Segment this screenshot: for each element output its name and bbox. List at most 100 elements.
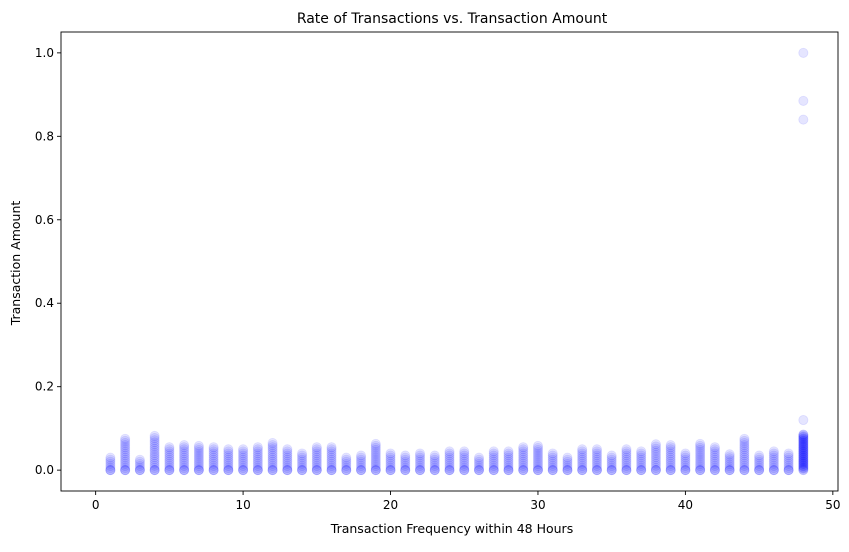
data-point <box>370 465 381 476</box>
data-point <box>518 450 529 461</box>
data-point <box>370 465 381 476</box>
data-point <box>709 463 720 474</box>
data-point <box>238 446 249 457</box>
data-point <box>709 465 720 476</box>
data-point <box>606 460 617 471</box>
data-point <box>783 458 794 469</box>
data-point <box>149 437 160 448</box>
data-point <box>444 448 455 459</box>
data-point <box>503 450 514 461</box>
data-point <box>695 452 706 463</box>
data-point <box>208 458 219 469</box>
data-point <box>179 456 190 467</box>
data-point <box>120 450 131 461</box>
data-point <box>179 465 190 476</box>
data-point <box>223 458 234 469</box>
data-point <box>429 463 440 474</box>
data-point <box>518 465 529 476</box>
data-point <box>297 452 308 463</box>
data-point <box>621 452 632 463</box>
data-point <box>754 460 765 471</box>
data-point <box>208 444 219 455</box>
data-point <box>650 443 661 454</box>
data-point <box>400 450 411 461</box>
data-point <box>267 452 278 463</box>
data-point <box>208 450 219 461</box>
data-point <box>385 454 396 465</box>
data-point <box>105 454 116 465</box>
data-point <box>739 435 750 446</box>
data-point <box>665 448 676 459</box>
data-point <box>105 456 116 467</box>
data-point <box>267 454 278 465</box>
data-point <box>179 458 190 469</box>
data-point <box>754 465 765 476</box>
data-point <box>164 456 175 467</box>
data-point <box>547 456 558 467</box>
data-point <box>149 454 160 465</box>
data-point <box>665 463 676 474</box>
data-point <box>120 465 131 476</box>
data-point <box>164 446 175 457</box>
data-point <box>606 465 617 476</box>
data-point <box>739 433 750 444</box>
data-point <box>370 448 381 459</box>
data-point <box>488 465 499 476</box>
data-point <box>356 465 367 476</box>
data-point <box>385 460 396 471</box>
data-point <box>444 456 455 467</box>
data-point <box>282 448 293 459</box>
data-point <box>208 465 219 476</box>
data-point <box>488 465 499 476</box>
data-point <box>193 455 204 466</box>
data-point <box>164 465 175 476</box>
data-point <box>282 452 293 463</box>
data-point <box>385 450 396 461</box>
data-point <box>754 456 765 467</box>
data-point <box>415 465 426 476</box>
data-point <box>532 444 543 455</box>
data-point <box>120 463 131 474</box>
data-point <box>120 448 131 459</box>
data-point <box>267 444 278 455</box>
data-point <box>621 456 632 467</box>
data-point <box>297 454 308 465</box>
data-point <box>798 454 809 465</box>
data-point <box>518 463 529 474</box>
data-point <box>459 465 470 476</box>
data-point <box>223 452 234 463</box>
data-point <box>208 446 219 457</box>
data-point <box>193 446 204 457</box>
data-point <box>798 433 809 444</box>
data-point <box>798 444 809 455</box>
data-point <box>532 451 543 462</box>
data-point <box>252 444 263 455</box>
data-point <box>739 440 750 451</box>
data-point <box>415 452 426 463</box>
data-point <box>149 462 160 473</box>
data-point <box>341 463 352 474</box>
data-point <box>562 452 573 463</box>
data-point <box>665 444 676 455</box>
data-point <box>591 446 602 457</box>
data-point <box>356 452 367 463</box>
data-point <box>120 465 131 476</box>
data-point <box>459 450 470 461</box>
data-point <box>577 465 588 476</box>
data-point <box>798 444 809 455</box>
data-point <box>695 461 706 472</box>
data-point <box>370 446 381 457</box>
data-point <box>798 463 809 474</box>
data-point <box>636 465 647 476</box>
data-point <box>562 465 573 476</box>
data-point <box>798 435 809 446</box>
data-point <box>488 450 499 461</box>
data-point <box>695 455 706 466</box>
data-point <box>120 435 131 446</box>
data-point <box>282 465 293 476</box>
data-point <box>665 465 676 476</box>
data-point <box>798 456 809 467</box>
data-point <box>149 458 160 469</box>
data-point <box>783 465 794 476</box>
data-point <box>208 454 219 465</box>
